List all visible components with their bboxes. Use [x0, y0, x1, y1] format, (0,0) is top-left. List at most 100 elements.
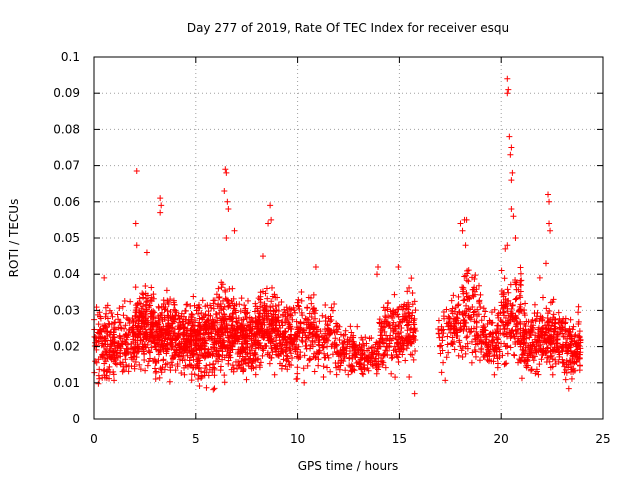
data-point — [229, 321, 236, 328]
data-point — [223, 235, 230, 241]
data-point — [398, 334, 405, 341]
data-point — [329, 307, 336, 314]
data-point — [549, 371, 556, 378]
data-point — [368, 344, 375, 351]
data-point — [144, 362, 151, 369]
data-point — [239, 324, 246, 331]
data-point — [562, 376, 569, 383]
data-point — [486, 331, 493, 338]
data-point — [203, 369, 210, 376]
data-point — [234, 338, 241, 345]
data-point — [508, 206, 515, 213]
data-point — [468, 338, 475, 345]
data-point — [500, 308, 507, 315]
data-point — [320, 343, 327, 350]
data-point — [184, 301, 191, 308]
data-point — [539, 332, 546, 339]
data-point — [530, 322, 537, 329]
data-point — [502, 360, 509, 367]
data-point — [543, 329, 550, 336]
data-point — [95, 380, 102, 387]
data-point — [276, 322, 283, 329]
data-point — [336, 323, 343, 330]
data-point — [113, 352, 120, 359]
data-point — [539, 294, 546, 301]
data-point — [142, 311, 149, 318]
data-point — [517, 281, 524, 288]
data-point — [222, 288, 229, 295]
data-point — [361, 362, 368, 369]
data-point — [285, 319, 292, 326]
data-point — [253, 324, 260, 331]
data-point — [543, 305, 550, 312]
data-point — [126, 320, 133, 327]
data-point — [386, 321, 393, 328]
data-point — [517, 264, 524, 271]
data-point — [512, 323, 519, 330]
data-point — [518, 375, 525, 382]
data-point — [476, 357, 483, 364]
data-point — [319, 344, 326, 351]
data-point — [521, 350, 528, 357]
data-point — [505, 297, 512, 304]
data-point — [551, 325, 558, 332]
data-point — [560, 344, 567, 351]
data-point — [366, 352, 373, 359]
data-point — [188, 377, 195, 384]
data-point — [296, 353, 303, 360]
data-point — [97, 315, 104, 322]
data-point — [252, 300, 259, 307]
data-point — [244, 344, 251, 351]
data-point — [217, 325, 224, 332]
data-point — [529, 317, 536, 324]
data-point — [474, 306, 481, 313]
data-point — [238, 295, 245, 302]
data-point — [166, 378, 173, 385]
data-point — [462, 350, 469, 357]
data-point — [531, 336, 538, 343]
data-point — [215, 285, 222, 292]
data-point — [458, 347, 465, 354]
data-point — [324, 364, 331, 371]
data-point — [365, 367, 372, 374]
data-point — [143, 336, 150, 343]
data-point — [205, 330, 212, 337]
data-point — [360, 340, 367, 347]
data-point — [340, 349, 347, 356]
data-point — [438, 369, 445, 376]
data-point — [478, 317, 485, 324]
data-point — [131, 349, 138, 356]
data-point — [221, 354, 228, 361]
data-point — [359, 351, 366, 358]
data-point — [311, 368, 318, 375]
data-point — [170, 297, 177, 304]
data-point — [274, 294, 281, 301]
data-point — [481, 313, 488, 320]
data-point — [403, 336, 410, 343]
x-tick-label: 15 — [392, 432, 407, 446]
data-point — [154, 321, 161, 328]
data-point — [265, 313, 272, 320]
data-point — [322, 338, 329, 345]
data-point — [272, 303, 279, 310]
data-point — [142, 290, 149, 297]
data-point — [411, 326, 418, 333]
data-point — [539, 351, 546, 358]
data-point — [309, 333, 316, 340]
data-point — [526, 334, 533, 341]
data-point — [484, 343, 491, 350]
data-point — [156, 374, 163, 381]
data-point — [210, 341, 217, 348]
x-tick-labels: 0 5 10 15 20 25 — [90, 432, 610, 446]
data-point — [238, 364, 245, 371]
data-point — [491, 371, 498, 378]
data-point — [269, 325, 276, 332]
data-point — [504, 286, 511, 293]
data-point — [342, 327, 349, 334]
data-point — [197, 327, 204, 334]
data-point — [300, 365, 307, 372]
data-point — [384, 306, 391, 313]
data-point — [389, 315, 396, 322]
data-point — [547, 299, 554, 306]
data-point — [167, 367, 174, 374]
